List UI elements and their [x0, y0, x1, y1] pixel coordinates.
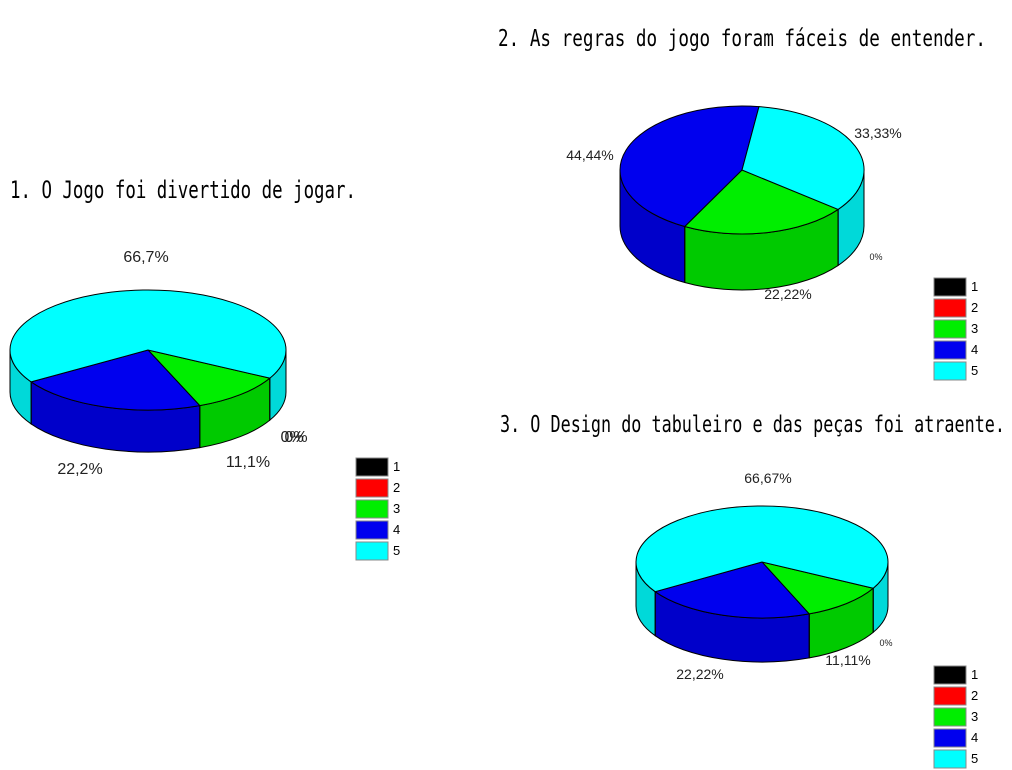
- pie-chart-2: 0% 22,22% 44,44% 33,33% 1 2 3 4 5: [566, 105, 978, 381]
- pie-2-legend: 1 2 3 4 5: [933, 277, 978, 381]
- legend-swatch-5: [355, 541, 389, 561]
- pie-1-legend: 1 2 3 4 5: [355, 457, 400, 561]
- legend-label-4: 4: [971, 730, 978, 745]
- legend-label-5: 5: [971, 363, 978, 378]
- legend-swatch-1: [933, 665, 967, 685]
- legend-swatch-1: [355, 457, 389, 477]
- pie-chart-3: 0% 11,11% 22,22% 66,67% 1 2 3 4 5: [635, 470, 978, 769]
- legend-label-1: 1: [971, 667, 978, 682]
- chart-3-title: 3. O Design do tabuleiro e das peças foi…: [500, 412, 1005, 438]
- pie-3-value-label-5: 66,67%: [744, 470, 791, 486]
- pie-3-value-label-3: 11,11%: [825, 652, 870, 668]
- pie-3-slice-5: [635, 505, 889, 593]
- legend-label-3: 3: [393, 501, 400, 516]
- legend-swatch-4: [355, 520, 389, 540]
- legend-label-1: 1: [971, 279, 978, 294]
- legend-label-2: 2: [393, 480, 400, 495]
- legend-swatch-4: [933, 728, 967, 748]
- pie-2-slice-3: [683, 169, 840, 235]
- pie-3-value-label-4: 22,22%: [676, 666, 723, 682]
- pie-2-value-label-4: 44,44%: [566, 147, 613, 163]
- pie-2-value-label-1: 0%: [869, 252, 882, 262]
- pie-1-value-label-5: 66,7%: [123, 249, 168, 266]
- legend-label-4: 4: [393, 522, 400, 537]
- legend-label-2: 2: [971, 688, 978, 703]
- legend-swatch-1: [933, 277, 967, 297]
- pie-2-value-label-3: 22,22%: [764, 286, 811, 302]
- pie-1-value-label-1: 0%: [280, 429, 303, 446]
- pie-2-slice-4: [619, 105, 760, 228]
- legend-label-5: 5: [971, 751, 978, 766]
- pie-3-slice-4: [654, 561, 811, 619]
- legend-label-3: 3: [971, 321, 978, 336]
- pie-3-legend: 1 2 3 4 5: [933, 665, 978, 769]
- legend-swatch-5: [933, 361, 967, 381]
- pie-chart-1: 0%0% 11,1% 22,2% 66,7% 1 2 3 4 5: [9, 249, 400, 561]
- legend-swatch-2: [355, 478, 389, 498]
- pie-1-value-label-3: 11,1%: [226, 454, 270, 471]
- legend-swatch-3: [933, 319, 967, 339]
- legend-label-3: 3: [971, 709, 978, 724]
- legend-label-2: 2: [971, 300, 978, 315]
- pie-1-value-label-2: 0%: [284, 429, 307, 446]
- pie-1-value-label-4: 22,2%: [57, 461, 102, 478]
- pie-1-slice-4: [29, 349, 201, 411]
- pie-2-value-label-5: 33,33%: [854, 125, 901, 141]
- legend-label-5: 5: [393, 543, 400, 558]
- legend-swatch-2: [933, 686, 967, 706]
- pie-2-slice-5: [741, 106, 865, 210]
- legend-swatch-4: [933, 340, 967, 360]
- pie-1-slice-3: [146, 349, 271, 407]
- legend-label-4: 4: [971, 342, 978, 357]
- legend-swatch-3: [933, 707, 967, 727]
- chart-2-title: 2. As regras do jogo foram fáceis de ent…: [498, 26, 986, 52]
- legend-label-1: 1: [393, 459, 400, 474]
- pie-1-slice-5: [9, 289, 287, 383]
- legend-swatch-5: [933, 749, 967, 769]
- pie-3-value-label-1: 0%: [879, 638, 892, 648]
- legend-swatch-3: [355, 499, 389, 519]
- chart-1-title: 1. O Jogo foi divertido de jogar.: [10, 176, 356, 204]
- pie-3-slice-3: [760, 561, 875, 615]
- legend-swatch-2: [933, 298, 967, 318]
